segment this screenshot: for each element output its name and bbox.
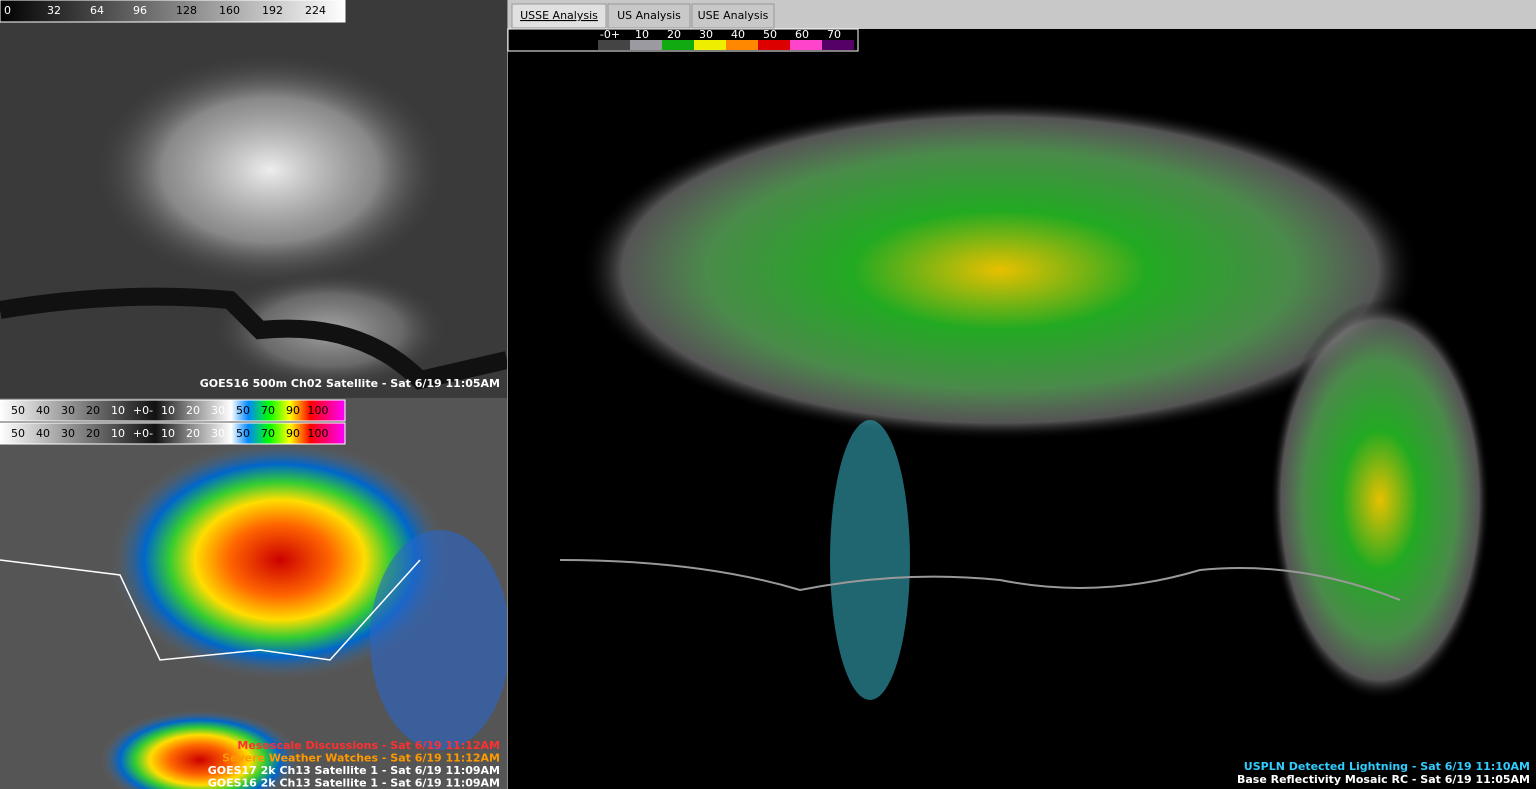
colorbar-label: 50	[763, 28, 777, 41]
tab-label[interactable]: USSE Analysis	[520, 9, 598, 22]
layer-label: Base Reflectivity Mosaic RC - Sat 6/19 1…	[1237, 773, 1530, 786]
colorbar-label: 10	[635, 28, 649, 41]
ir-cloud	[100, 710, 300, 789]
colorbar-label: 20	[667, 28, 681, 41]
colorbar-label: 128	[176, 4, 197, 17]
radar-echo	[1270, 300, 1490, 700]
colorbar-swatch	[662, 40, 694, 50]
colorbar-label: 30	[211, 404, 225, 417]
colorbar-label: 32	[47, 4, 61, 17]
colorbar-label: 192	[262, 4, 283, 17]
colorbar-label: 100	[308, 427, 329, 440]
colorbar-label: 20	[186, 427, 200, 440]
colorbar-label: 20	[86, 404, 100, 417]
radar-echo	[580, 100, 1420, 440]
colorbar-swatch	[630, 40, 662, 50]
layer-label: GOES17 2k Ch13 Satellite 1 - Sat 6/19 11…	[208, 764, 500, 777]
colorbar-label: 30	[699, 28, 713, 41]
colorbar-swatch	[822, 40, 854, 50]
radar-echo	[830, 420, 910, 700]
colorbar-label: 40	[36, 427, 50, 440]
layer-label: Severe Weather Watches - Sat 6/19 11:12A…	[222, 752, 500, 765]
colorbar-label: -0+	[600, 28, 620, 41]
layer-label: GOES16 2k Ch13 Satellite 1 - Sat 6/19 11…	[208, 777, 500, 789]
colorbar-swatch	[790, 40, 822, 50]
layer-label: Mesoscale Discussions - Sat 6/19 11:12AM	[237, 739, 500, 752]
coastline	[559, 559, 1401, 601]
ir-cloud	[370, 530, 510, 750]
colorbar-swatch	[726, 40, 758, 50]
colorbar-label: 10	[161, 404, 175, 417]
colorbar	[0, 0, 346, 23]
colorbar-label: 40	[36, 404, 50, 417]
colorbar-label: 90	[286, 404, 300, 417]
colorbar-label: 100	[308, 404, 329, 417]
colorbar-label: 20	[186, 404, 200, 417]
panel-label: GOES16 500m Ch02 Satellite - Sat 6/19 11…	[200, 377, 500, 390]
colorbar-label: 96	[133, 4, 147, 17]
tab-label[interactable]: US Analysis	[617, 9, 681, 22]
tab[interactable]	[691, 3, 775, 29]
colorbar-label: 70	[261, 404, 275, 417]
colorbar-label: 10	[161, 427, 175, 440]
coastline	[0, 287, 510, 390]
layer-label: USPLN Detected Lightning - Sat 6/19 11:1…	[1244, 760, 1530, 773]
tab-label[interactable]: USE Analysis	[698, 9, 769, 22]
colorbar-label: 50	[236, 427, 250, 440]
boundary	[0, 559, 421, 661]
colorbar-label: 50	[11, 427, 25, 440]
colorbar-label: 60	[795, 28, 809, 41]
colorbar-swatch	[758, 40, 790, 50]
colorbar	[0, 422, 346, 445]
colorbar	[0, 399, 346, 422]
colorbar-label: 64	[90, 4, 104, 17]
colorbar-swatch	[694, 40, 726, 50]
colorbar-label: +0-	[133, 427, 153, 440]
colorbar-label: 30	[61, 427, 75, 440]
colorbar-label: 30	[61, 404, 75, 417]
tab[interactable]	[607, 3, 691, 29]
tab[interactable]	[511, 3, 607, 29]
colorbar-label: 90	[286, 427, 300, 440]
colorbar-label: 10	[111, 404, 125, 417]
colorbar-label: 40	[731, 28, 745, 41]
colorbar-label: 70	[827, 28, 841, 41]
colorbar-label: 224	[305, 4, 326, 17]
colorbar-label: 0	[4, 4, 11, 17]
cloud-mass	[90, 50, 450, 290]
radar-colorbar: -0+ 10 20 30 40 50 60 70	[507, 28, 859, 52]
colorbar-label: 50	[236, 404, 250, 417]
colorbar-label: 160	[219, 4, 240, 17]
colorbar-label: +0-	[133, 404, 153, 417]
colorbar-label: 30	[211, 427, 225, 440]
colorbar-label: 70	[261, 427, 275, 440]
colorbar-label: 50	[11, 404, 25, 417]
colorbar-label: 10	[111, 427, 125, 440]
colorbar-label: 20	[86, 427, 100, 440]
colorbar-swatch	[598, 40, 630, 50]
